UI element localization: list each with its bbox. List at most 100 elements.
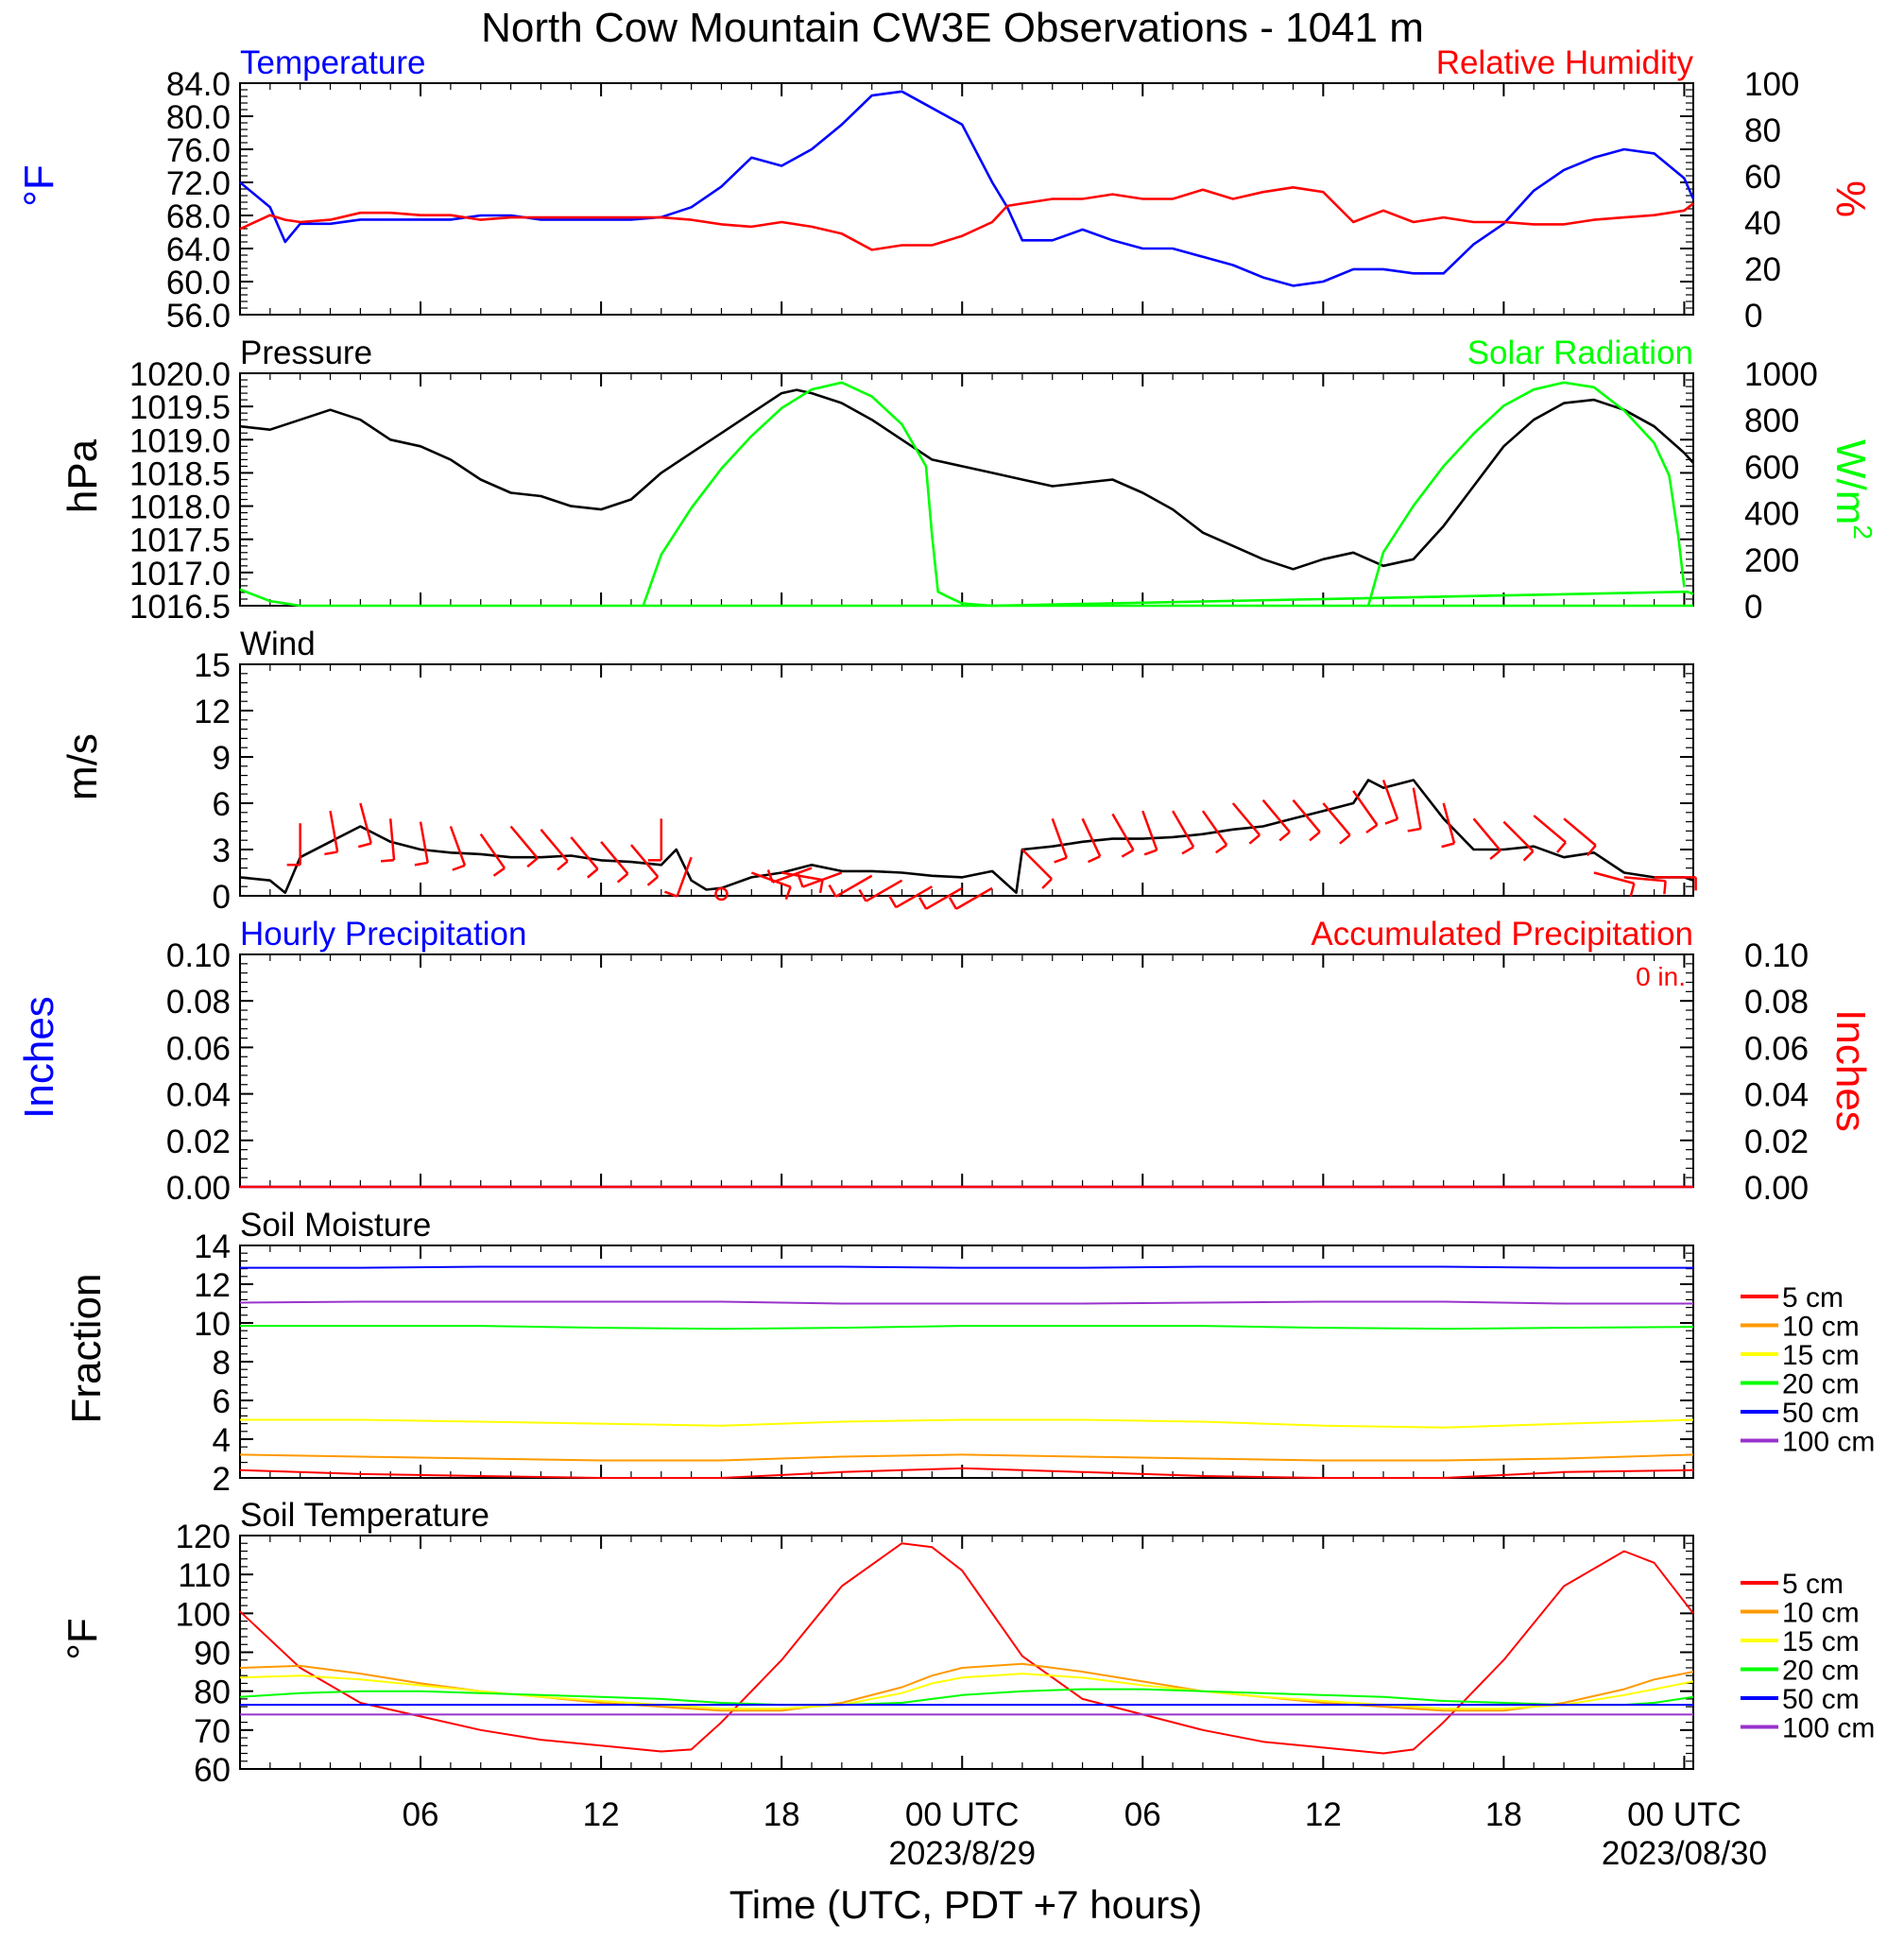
y-tick-label-left: 0.04 [166,1077,231,1114]
legend-label: 50 cm [1782,1398,1860,1429]
x-axis-label: Time (UTC, PDT +7 hours) [729,1882,1203,1927]
plot-frame [239,1245,1694,1479]
wind-barb [540,828,569,871]
y-tick-label-left: 70 [194,1713,231,1750]
y-axis-label-right: % [1827,180,1874,217]
legend-label: 10 cm [1782,1598,1860,1629]
y-axis-label-right: Inches [1827,1009,1874,1132]
y-tick-label-right: 60 [1744,159,1781,196]
panel-title-left: Wind [240,626,316,662]
y-axis-label-left: Inches [16,996,62,1119]
y-tick-label-left: 1018.0 [129,489,231,526]
legend-label: 20 cm [1782,1369,1860,1400]
wind-barb [1292,798,1321,842]
wind-barb [664,856,693,898]
wind-barb [1322,802,1351,845]
wind-barb [1352,790,1379,834]
wind-barb [1533,815,1567,853]
legend-label: 15 cm [1782,1626,1860,1657]
y-tick-label-right: 100 [1744,66,1799,103]
wind-barb [1261,798,1291,842]
y-tick-label-right: 0 [1744,589,1762,626]
y-tick-label-right: 600 [1744,449,1799,486]
panel-title-left: Pressure [240,335,372,371]
y-tick-label-left: 6 [213,1383,231,1420]
y-tick-label-left: 9 [213,740,231,777]
y-tick-label-right: 20 [1744,251,1781,288]
y-tick-label-left: 0.08 [166,984,231,1021]
panel-title-left: Soil Temperature [240,1497,489,1534]
y-axis-label-left: m/s [60,733,106,800]
wind-barb [766,867,813,884]
y-tick-label-left: 72.0 [166,165,231,202]
wind-barb [1472,817,1501,860]
y-tick-label-left: 6 [213,786,231,823]
y-tick-label-left: 64.0 [166,232,231,268]
wind-barb [1407,787,1422,833]
x-tick-label: 18 [763,1796,800,1833]
series-line-20-cm [240,1325,1694,1331]
y-tick-label-right: 0.08 [1744,984,1809,1021]
plot-frame [239,1535,1694,1770]
wind-barb [888,885,934,909]
series-line-50-cm [240,1265,1693,1269]
figure-title: North Cow Mountain CW3E Observations - 1… [481,5,1424,51]
wind-barb [1502,820,1535,862]
y-tick-label-left: 0.06 [166,1030,231,1067]
wind-barb [1051,817,1068,864]
wind-barb [1141,810,1158,856]
x-tick-label: 00 UTC [905,1796,1020,1833]
wind-barb [1081,817,1102,864]
x-tick-label: 18 [1485,1796,1522,1833]
series-line-solar-radiation [1366,381,1686,607]
wind-barbs [286,780,1697,910]
y-axis-label-left: °F [60,1618,106,1659]
y-tick-label-left: 2 [213,1461,231,1498]
wind-barb [797,871,843,888]
wind-barb [1593,871,1636,897]
accumulated-total: 0 in. [1636,962,1686,991]
panel-title-right: Solar Radiation [1467,335,1693,371]
wind-barb [1563,817,1597,857]
wind-barb [1231,802,1261,845]
panel-title-left: Temperature [240,44,425,81]
y-tick-label-right: 1000 [1744,356,1818,393]
legend-label: 20 cm [1782,1656,1860,1687]
y-tick-label-left: 1019.5 [129,389,231,426]
wind-barb [780,871,824,894]
series-line-solar-radiation [642,381,1694,608]
y-tick-label-left: 0.02 [166,1124,231,1160]
temperature-humidity-panel: 84.080.076.072.068.064.060.056.0 100 80 60 4… [16,44,1874,335]
y-tick-label-right: 40 [1744,205,1781,242]
wind-barb [918,886,963,910]
y-axis-label-left: hPa [60,438,106,513]
y-axis-label-superscript: 2 [1848,524,1878,540]
legend-label: 5 cm [1782,1569,1844,1600]
y-tick-label-left: 60.0 [166,265,231,301]
wind-barb [858,879,903,902]
precipitation-panel: 0.10 0.08 0.06 0.04 0.02 0.00 0.10 0.08 0.06 0.04… [16,916,1874,1207]
y-tick-label-left: 1017.0 [129,556,231,592]
series-line-5-cm [239,1542,1694,1755]
wind-barb-calm [714,886,729,901]
y-tick-label-left: 60 [194,1752,231,1789]
series-line-pressure [239,388,1694,571]
series-line-10-cm [239,1662,1694,1712]
panel-title-left: Hourly Precipitation [240,916,526,953]
y-tick-label-right: 400 [1744,496,1799,533]
y-tick-label-left: 1017.5 [129,523,231,559]
series-line-10-cm [239,1453,1694,1462]
legend-label: 15 cm [1782,1340,1860,1371]
x-tick-date: 2023/08/30 [1602,1835,1767,1872]
wind-barb [570,836,599,879]
y-tick-label-left: 56.0 [166,298,231,335]
wind-barb [509,825,539,868]
wind-barb [828,874,873,898]
legend-label: 100 cm [1782,1713,1875,1744]
y-tick-label-left: 8 [213,1345,231,1382]
plot-frame [239,953,1694,1188]
